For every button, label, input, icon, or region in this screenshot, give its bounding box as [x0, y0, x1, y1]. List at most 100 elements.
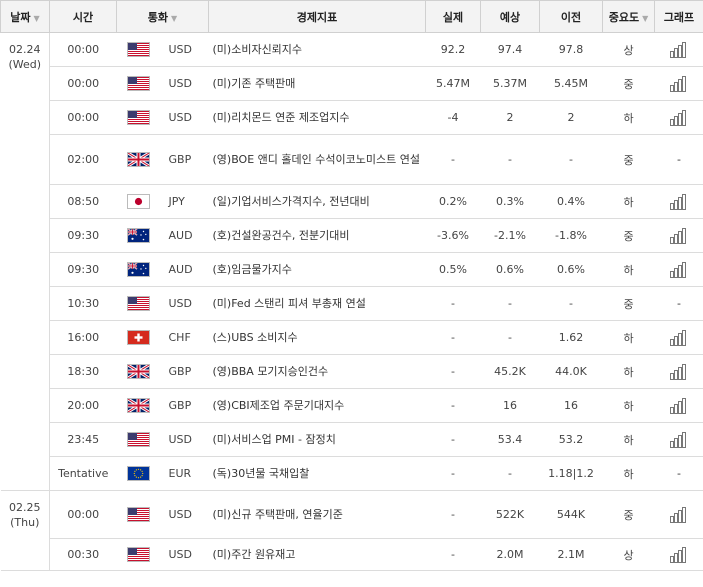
- currency-cell: USD: [160, 32, 209, 67]
- indicator-cell: (영)BOE 앤디 홀데인 수석이코노미스트 연설: [208, 134, 426, 185]
- actual-cell: -4: [425, 100, 481, 135]
- header-importance[interactable]: 중요도 ▼: [602, 0, 655, 33]
- table-row[interactable]: 00:30 USD (미)주간 원유재고 -2.0M 2.1M 상: [1, 538, 703, 571]
- currency-cell: JPY: [160, 184, 209, 219]
- table-row[interactable]: 02.25 (Thu) 00:00 USD (미)신규 주택판매, 연율기준 -522K 5…: [0, 490, 703, 571]
- forecast-cell: 2: [480, 100, 540, 135]
- table-row[interactable]: 16:00 CHF (스)UBS 소비지수 - -1.62 하: [1, 320, 703, 355]
- bar-chart-icon[interactable]: [669, 227, 689, 244]
- flag-cell: [116, 286, 161, 321]
- bar-chart-icon[interactable]: [669, 546, 689, 563]
- flag-cell: [116, 218, 161, 253]
- flag-cell: [116, 32, 161, 67]
- gb-flag-icon: [127, 152, 150, 167]
- table-row[interactable]: 08:50 JPY (일)기업서비스가격지수, 전년대비 0.2% 0.3% 0.4% 하: [1, 184, 703, 219]
- table-row[interactable]: 02.24 (Wed) 00:00 USD (미)소비자신뢰지수 92.2 97.4 97.8…: [0, 32, 703, 491]
- header-row: 날짜 ▼ 시간 통화 ▼ 경제지표 실제 예상 이전 중요도 ▼ 그래프: [0, 0, 703, 33]
- flag-cell: [116, 354, 161, 389]
- bar-chart-icon[interactable]: [669, 75, 689, 92]
- actual-cell: -: [425, 456, 481, 491]
- importance-cell: 중: [602, 490, 655, 539]
- graph-cell: [654, 538, 703, 571]
- importance-cell: 상: [602, 32, 655, 67]
- bar-chart-icon[interactable]: [669, 431, 689, 448]
- time-cell: 09:30: [49, 218, 117, 253]
- table-row[interactable]: 18:30 GBP (영)BBA 모기지승인건수 -45.2K 44.0K 하: [1, 354, 703, 389]
- actual-cell: -: [425, 490, 481, 539]
- currency-cell: GBP: [160, 388, 209, 423]
- table-row[interactable]: Tentative EUR (독)30년물 국채입찰 - -1.18|1.2 하 -: [1, 456, 703, 491]
- previous-cell: -: [539, 134, 603, 185]
- us-flag-icon: [127, 76, 150, 91]
- currency-cell: AUD: [160, 252, 209, 287]
- dropdown-arrow-icon[interactable]: ▼: [642, 13, 649, 23]
- table-row[interactable]: 09:30 AUD (호)건설완공건수, 전분기대비 -3.6% -2.1% -1.8% 중: [1, 218, 703, 253]
- header-date[interactable]: 날짜 ▼: [0, 0, 50, 33]
- table-row[interactable]: 20:00 GBP (영)CBI제조업 주문기대지수 -16 16 하: [1, 388, 703, 423]
- ch-flag-icon: [127, 330, 150, 345]
- currency-cell: AUD: [160, 218, 209, 253]
- bar-chart-icon[interactable]: [669, 363, 689, 380]
- header-currency[interactable]: 통화 ▼: [116, 0, 209, 33]
- actual-cell: -: [425, 388, 481, 423]
- previous-cell: 5.45M: [539, 66, 603, 101]
- graph-cell: -: [654, 134, 703, 185]
- actual-cell: -: [425, 286, 481, 321]
- us-flag-icon: [127, 296, 150, 311]
- time-cell: 09:30: [49, 252, 117, 287]
- gb-flag-icon: [127, 398, 150, 413]
- currency-cell: GBP: [160, 354, 209, 389]
- forecast-cell: 0.6%: [480, 252, 540, 287]
- importance-cell: 하: [602, 388, 655, 423]
- forecast-cell: 53.4: [480, 422, 540, 457]
- header-graph: 그래프: [654, 0, 703, 33]
- graph-cell: [654, 66, 703, 101]
- header-indicator: 경제지표: [208, 0, 426, 33]
- header-previous-label: 이전: [560, 10, 582, 24]
- indicator-cell: (호)임금물가지수: [208, 252, 426, 287]
- currency-cell: USD: [160, 66, 209, 101]
- bar-chart-icon[interactable]: [669, 109, 689, 126]
- flag-cell: [116, 66, 161, 101]
- flag-cell: [116, 388, 161, 423]
- weekday-label: (Wed): [8, 58, 42, 71]
- sort-down-icon[interactable]: ▼: [33, 13, 40, 23]
- actual-cell: -: [425, 422, 481, 457]
- economic-calendar-table: 날짜 ▼ 시간 통화 ▼ 경제지표 실제 예상 이전 중요도 ▼ 그래프 02.24(…: [0, 0, 703, 571]
- previous-cell: 0.4%: [539, 184, 603, 219]
- forecast-cell: -: [480, 286, 540, 321]
- graph-cell: [654, 100, 703, 135]
- bar-chart-icon[interactable]: [669, 506, 689, 523]
- indicator-cell: (미)주간 원유재고: [208, 538, 426, 571]
- previous-cell: 2.1M: [539, 538, 603, 571]
- importance-cell: 하: [602, 320, 655, 355]
- flag-cell: [116, 422, 161, 457]
- actual-cell: 5.47M: [425, 66, 481, 101]
- forecast-cell: 16: [480, 388, 540, 423]
- us-flag-icon: [127, 110, 150, 125]
- bar-chart-icon[interactable]: [669, 41, 689, 58]
- graph-cell: [654, 320, 703, 355]
- table-row[interactable]: 23:45 USD (미)서비스업 PMI - 잠정치 -53.4 53.2 하: [1, 422, 703, 457]
- actual-cell: 0.5%: [425, 252, 481, 287]
- previous-cell: 0.6%: [539, 252, 603, 287]
- indicator-cell: (미)리치몬드 연준 제조업지수: [208, 100, 426, 135]
- table-row[interactable]: 00:00 USD (미)기존 주택판매 5.47M 5.37M 5.45M 중: [1, 66, 703, 101]
- bar-chart-icon[interactable]: [669, 261, 689, 278]
- forecast-cell: -2.1%: [480, 218, 540, 253]
- previous-cell: -: [539, 286, 603, 321]
- actual-cell: 92.2: [425, 32, 481, 67]
- indicator-cell: (미)Fed 스탠리 피셔 부총재 연설: [208, 286, 426, 321]
- table-row[interactable]: 10:30 USD (미)Fed 스탠리 피셔 부총재 연설 - - - 중 -: [1, 286, 703, 321]
- flag-cell: [116, 320, 161, 355]
- bar-chart-icon[interactable]: [669, 193, 689, 210]
- forecast-cell: -: [480, 320, 540, 355]
- bar-chart-icon[interactable]: [669, 397, 689, 414]
- header-indicator-label: 경제지표: [296, 10, 338, 24]
- bar-chart-icon[interactable]: [669, 329, 689, 346]
- table-row[interactable]: 00:00 USD (미)리치몬드 연준 제조업지수 -4 2 2 하: [1, 100, 703, 135]
- table-row[interactable]: 02:00 GBP (영)BOE 앤디 홀데인 수석이코노미스트 연설 - - - 중 -: [1, 134, 703, 185]
- time-cell: 18:30: [49, 354, 117, 389]
- table-row[interactable]: 09:30 AUD (호)임금물가지수 0.5% 0.6% 0.6% 하: [1, 252, 703, 287]
- dropdown-arrow-icon[interactable]: ▼: [171, 13, 178, 23]
